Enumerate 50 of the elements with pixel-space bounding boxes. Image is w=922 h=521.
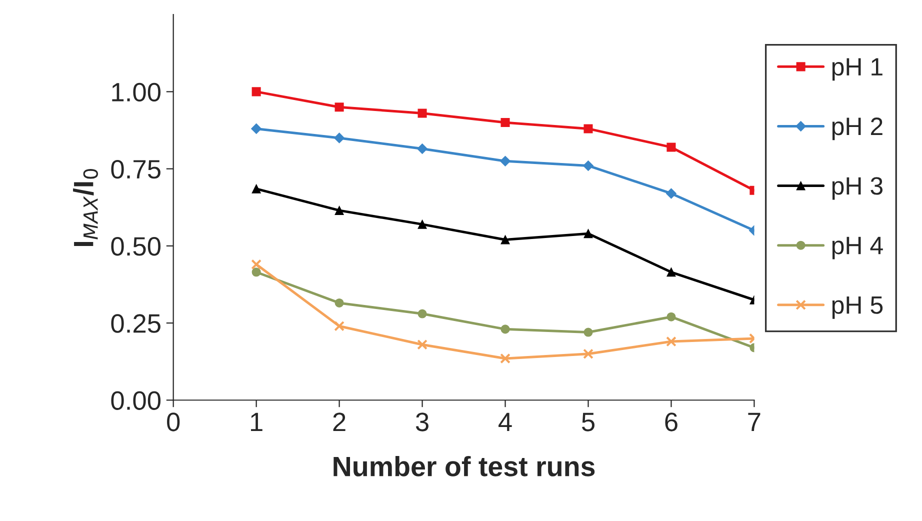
point bbox=[417, 339, 428, 350]
point bbox=[418, 220, 427, 229]
x-tick-label: 4 bbox=[498, 412, 512, 432]
point bbox=[418, 108, 427, 118]
point bbox=[251, 259, 262, 270]
point bbox=[584, 229, 593, 238]
point bbox=[417, 143, 428, 154]
y-tick-label: 0.50 bbox=[111, 237, 161, 256]
y-tick-label: 0.00 bbox=[111, 391, 161, 410]
point bbox=[666, 312, 676, 322]
point bbox=[251, 123, 262, 134]
point bbox=[334, 132, 345, 144]
point bbox=[500, 324, 510, 334]
x-tick-label: 7 bbox=[748, 412, 760, 432]
y-tick-label: 0.25 bbox=[111, 314, 160, 333]
point bbox=[584, 124, 593, 134]
y-tick-label: 1.00 bbox=[112, 82, 161, 102]
point bbox=[252, 184, 261, 194]
point bbox=[666, 268, 676, 277]
point bbox=[500, 156, 511, 166]
point bbox=[252, 87, 261, 96]
x-tick-label: 2 bbox=[333, 412, 346, 432]
x-tick-label: 5 bbox=[582, 412, 594, 432]
point bbox=[666, 188, 676, 199]
point bbox=[334, 320, 345, 332]
point bbox=[583, 348, 594, 360]
x-tick-label: 1 bbox=[250, 412, 262, 432]
point bbox=[418, 309, 427, 318]
y-tick-label: 0.75 bbox=[111, 160, 160, 179]
x-axis-title: Number of test runs bbox=[334, 456, 595, 476]
point bbox=[666, 142, 676, 152]
point bbox=[500, 353, 510, 364]
point bbox=[252, 268, 261, 277]
legend-label: pH 1 bbox=[832, 58, 882, 81]
point bbox=[500, 118, 510, 128]
legend-label: pH 4 bbox=[832, 236, 883, 260]
legend-label: pH 2 bbox=[832, 118, 882, 140]
point bbox=[582, 160, 594, 171]
legend-label: pH 3 bbox=[832, 177, 883, 200]
point bbox=[334, 298, 344, 308]
point bbox=[334, 206, 344, 215]
point bbox=[334, 102, 344, 112]
x-tick-label: 3 bbox=[416, 412, 428, 432]
point bbox=[584, 328, 593, 337]
y-axis-title: I$_{MAX}$/I$_{0}$ bbox=[73, 168, 98, 246]
legend-label: pH 5 bbox=[832, 296, 883, 319]
x-tick-label: 0 bbox=[167, 412, 180, 432]
point bbox=[500, 235, 510, 244]
x-tick-label: 6 bbox=[665, 412, 678, 432]
point bbox=[666, 336, 676, 347]
